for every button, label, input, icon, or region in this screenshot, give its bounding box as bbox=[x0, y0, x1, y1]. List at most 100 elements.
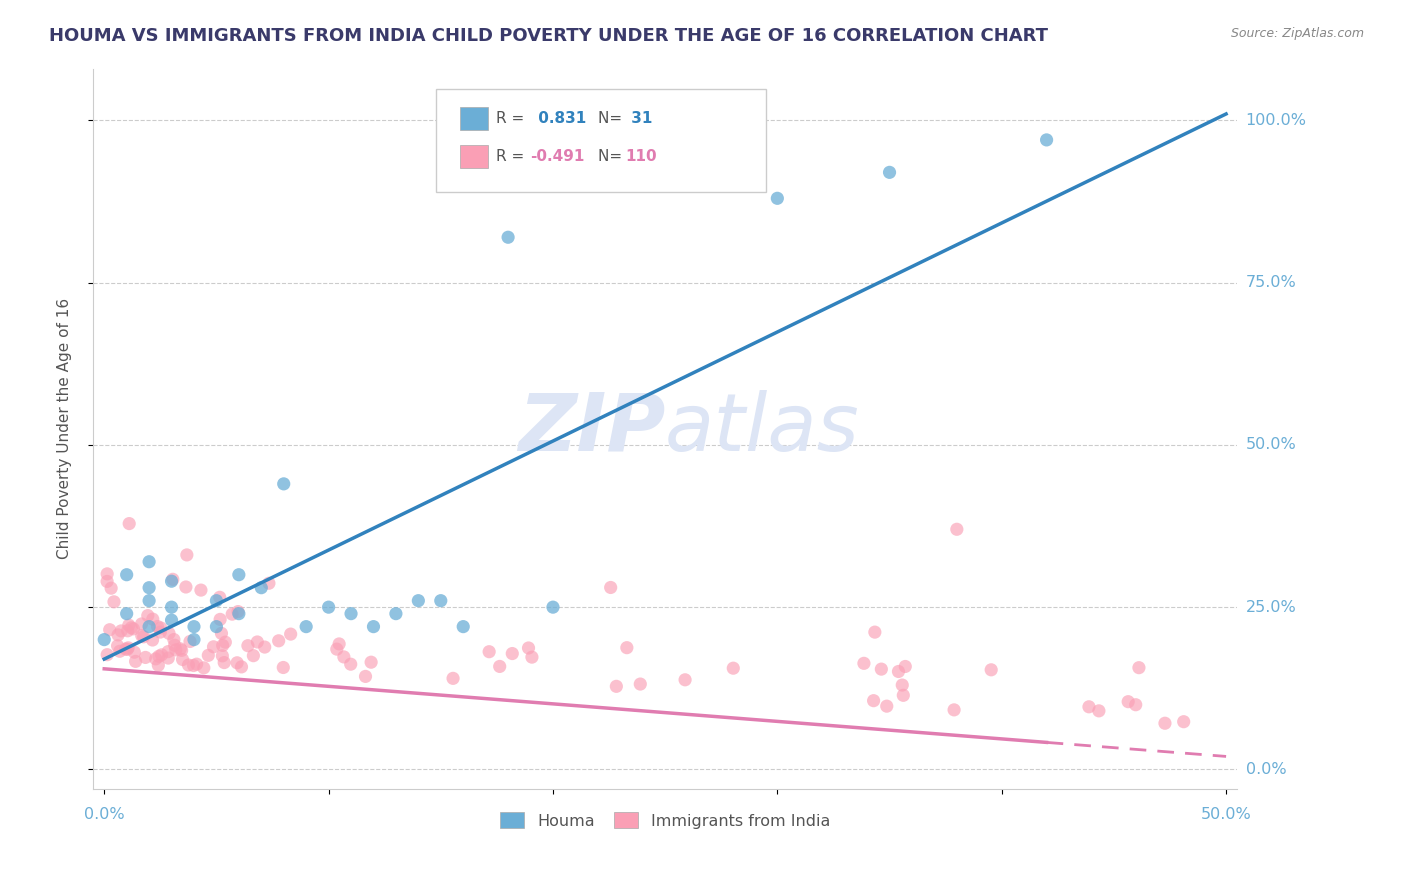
Point bbox=[131, 616, 153, 631]
Point bbox=[430, 593, 453, 607]
Point bbox=[183, 620, 205, 634]
Point bbox=[177, 658, 200, 673]
Point bbox=[176, 548, 198, 562]
Point bbox=[149, 621, 172, 635]
Point bbox=[236, 639, 259, 653]
Point bbox=[1173, 714, 1195, 729]
Point bbox=[946, 522, 969, 536]
Point bbox=[616, 640, 638, 655]
Point bbox=[250, 581, 273, 595]
Point bbox=[174, 580, 197, 594]
Point bbox=[891, 678, 914, 692]
Point bbox=[138, 555, 160, 569]
Point bbox=[340, 607, 363, 621]
Point bbox=[1125, 698, 1147, 712]
Point bbox=[541, 600, 564, 615]
Point bbox=[501, 647, 523, 661]
Point bbox=[98, 623, 121, 637]
Point bbox=[363, 620, 385, 634]
Point bbox=[212, 656, 235, 670]
Point bbox=[150, 648, 173, 662]
Point bbox=[134, 650, 156, 665]
Point bbox=[628, 677, 651, 691]
Point bbox=[115, 567, 138, 582]
Point bbox=[96, 648, 118, 662]
Text: -0.491: -0.491 bbox=[530, 149, 585, 163]
Point bbox=[1078, 699, 1101, 714]
Text: HOUMA VS IMMIGRANTS FROM INDIA CHILD POVERTY UNDER THE AGE OF 16 CORRELATION CHA: HOUMA VS IMMIGRANTS FROM INDIA CHILD POV… bbox=[49, 27, 1049, 45]
Point bbox=[149, 625, 172, 640]
Point bbox=[157, 644, 180, 658]
Point bbox=[120, 621, 142, 635]
Point bbox=[186, 657, 208, 672]
Text: atlas: atlas bbox=[665, 390, 860, 467]
Point bbox=[333, 649, 356, 664]
Point bbox=[96, 566, 118, 581]
Point bbox=[108, 644, 131, 658]
Point bbox=[605, 679, 627, 693]
Point bbox=[339, 657, 361, 672]
Point bbox=[488, 659, 510, 673]
Point bbox=[214, 635, 236, 649]
Point bbox=[165, 643, 187, 657]
Point bbox=[221, 607, 243, 622]
Point bbox=[124, 645, 146, 659]
Text: N=: N= bbox=[598, 149, 627, 163]
Point bbox=[118, 516, 141, 531]
Point bbox=[107, 628, 129, 642]
Point bbox=[162, 572, 184, 586]
Point bbox=[211, 648, 233, 663]
Point bbox=[862, 694, 884, 708]
Point bbox=[257, 576, 280, 591]
Point bbox=[354, 669, 377, 683]
Point bbox=[115, 607, 138, 621]
Point bbox=[228, 567, 250, 582]
Point bbox=[451, 620, 474, 634]
Point bbox=[160, 600, 183, 615]
Point bbox=[131, 629, 153, 643]
Point bbox=[172, 652, 194, 666]
Point bbox=[122, 622, 145, 636]
Point bbox=[100, 581, 122, 595]
Point bbox=[246, 635, 269, 649]
Text: 0.831: 0.831 bbox=[533, 112, 586, 126]
Text: 31: 31 bbox=[626, 112, 652, 126]
Point bbox=[117, 624, 139, 638]
Text: 100.0%: 100.0% bbox=[1246, 113, 1306, 128]
Point bbox=[96, 574, 118, 589]
Point bbox=[211, 639, 233, 653]
Point bbox=[163, 638, 186, 652]
Point bbox=[141, 632, 163, 647]
Point bbox=[441, 671, 464, 685]
Point bbox=[242, 648, 264, 663]
Point bbox=[157, 626, 180, 640]
Point bbox=[478, 645, 501, 659]
Text: 0.0%: 0.0% bbox=[84, 807, 125, 822]
Point bbox=[170, 643, 193, 657]
Point bbox=[138, 581, 160, 595]
Point bbox=[517, 640, 540, 655]
Text: 50.0%: 50.0% bbox=[1246, 437, 1296, 452]
Point bbox=[145, 652, 167, 666]
Point bbox=[197, 648, 219, 663]
Point bbox=[295, 620, 318, 634]
Point bbox=[132, 630, 155, 644]
Point bbox=[870, 662, 893, 676]
Point bbox=[211, 626, 233, 640]
Point bbox=[1088, 704, 1111, 718]
Point bbox=[318, 600, 340, 615]
Point bbox=[209, 612, 232, 626]
Text: 50.0%: 50.0% bbox=[1201, 807, 1251, 822]
Point bbox=[148, 658, 170, 673]
Point bbox=[852, 657, 875, 671]
Point bbox=[193, 661, 215, 675]
Point bbox=[226, 605, 249, 619]
Point bbox=[190, 583, 212, 598]
Point bbox=[231, 660, 253, 674]
Point bbox=[124, 654, 146, 668]
Text: 0.0%: 0.0% bbox=[1246, 762, 1286, 777]
Text: 110: 110 bbox=[626, 149, 657, 163]
Point bbox=[160, 574, 183, 589]
Point bbox=[183, 632, 205, 647]
Point bbox=[879, 165, 901, 179]
